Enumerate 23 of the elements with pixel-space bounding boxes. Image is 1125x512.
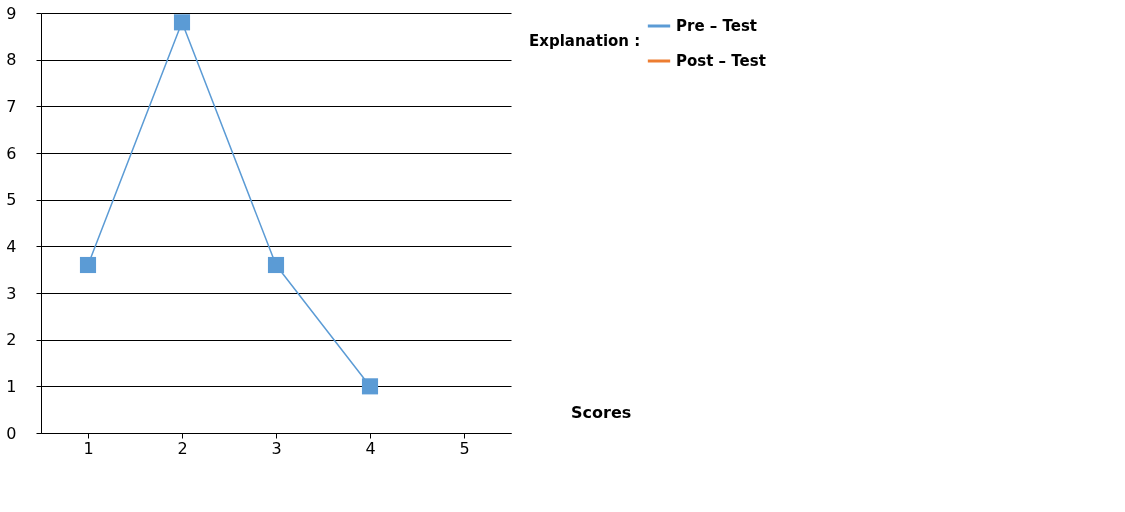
y-tick-label: 0 xyxy=(6,423,17,443)
y-tick-label: 1 xyxy=(6,376,17,396)
legend-label: Pre – Test xyxy=(676,17,758,35)
x-tick-label: 3 xyxy=(271,438,282,458)
text: Scores xyxy=(571,403,632,422)
point xyxy=(173,14,191,31)
y-tick-label: 9 xyxy=(6,3,17,23)
y-tick-label: 6 xyxy=(6,143,17,163)
y-tick-label: 5 xyxy=(6,190,17,210)
legend-label: Post – Test xyxy=(676,52,766,70)
y-tick-label: 2 xyxy=(6,330,17,350)
point xyxy=(79,256,97,274)
y-tick-label: 3 xyxy=(6,283,17,303)
y-tick-label: 8 xyxy=(6,50,17,70)
y-tick-label: 4 xyxy=(6,236,17,256)
x-tick-label: 2 xyxy=(177,438,188,458)
point xyxy=(267,256,285,274)
point xyxy=(361,378,379,395)
x-tick-label: 5 xyxy=(459,438,470,458)
legend-title: Explanation : xyxy=(529,32,641,50)
y-tick-label: 7 xyxy=(6,96,17,116)
x-tick-label: 4 xyxy=(365,438,376,458)
x-tick-label: 1 xyxy=(83,438,94,458)
